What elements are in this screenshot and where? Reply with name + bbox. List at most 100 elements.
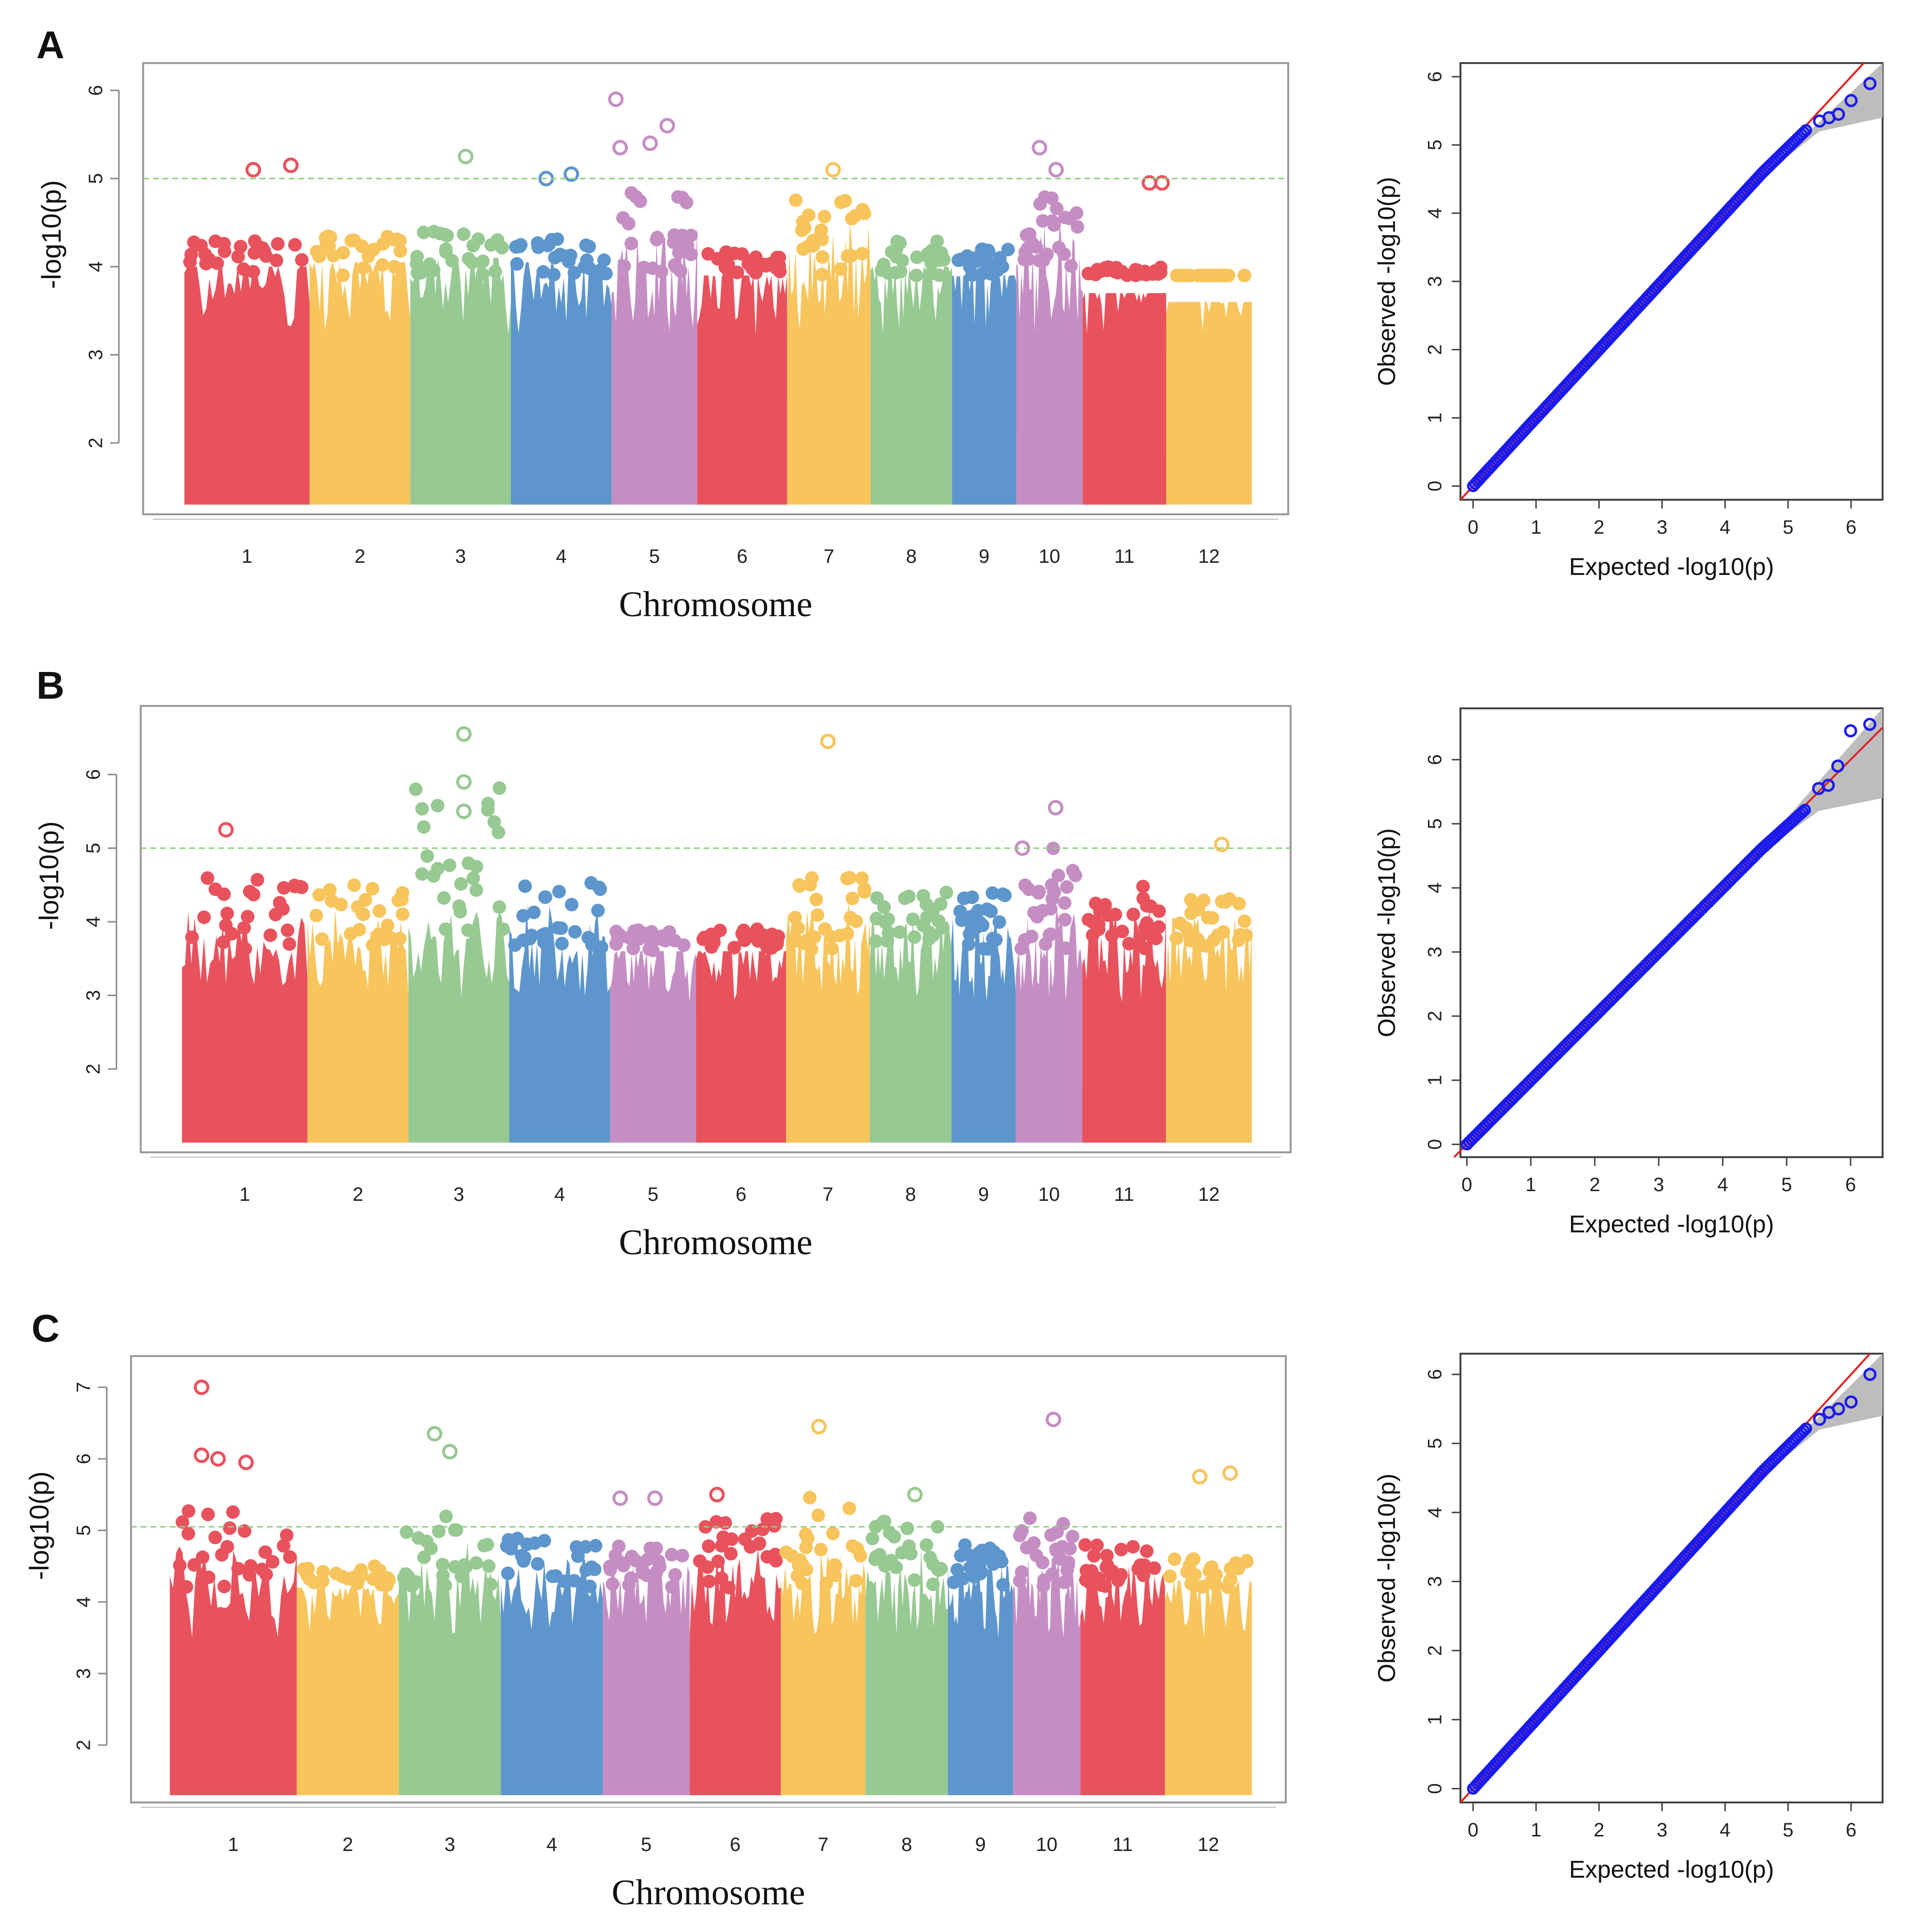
- snp-point: [954, 1549, 968, 1563]
- snp-point: [1021, 252, 1035, 266]
- qq-tail-point: [1813, 1412, 1826, 1426]
- qq-y-tick-label: 0: [1425, 1139, 1446, 1149]
- snp-point: [721, 258, 735, 272]
- chromosome-1-upper-points: [173, 1504, 297, 1594]
- snp-point: [420, 1535, 434, 1548]
- chromosome-12-points: [1166, 918, 1252, 1143]
- significant-snp-point: [238, 1455, 254, 1471]
- snp-point: [1192, 902, 1205, 917]
- qq-tail-point: [1863, 1368, 1877, 1381]
- snp-point: [833, 929, 847, 943]
- snp-point: [258, 1545, 272, 1559]
- chromosome-3-points: [408, 911, 509, 1143]
- qq-point: [1798, 126, 1810, 139]
- snp-point: [951, 1563, 964, 1577]
- snp-point: [432, 1524, 446, 1539]
- snp-point: [893, 236, 907, 250]
- significant-snp-point: [1048, 162, 1064, 178]
- snp-point: [399, 1567, 413, 1581]
- significant-snp-point: [647, 1490, 663, 1506]
- chromosome-7-points: [787, 222, 871, 505]
- chromosome-11-points: [1082, 904, 1166, 1143]
- qq-confidence-band: [1750, 1354, 1883, 1485]
- snp-point: [525, 929, 539, 942]
- snp-point: [923, 1551, 937, 1565]
- snp-point: [1237, 268, 1251, 282]
- snp-point: [567, 266, 581, 280]
- snp-point: [876, 1516, 890, 1530]
- chromosome-2-points: [307, 909, 409, 1143]
- snp-point: [437, 891, 451, 905]
- qq-point: [1796, 805, 1809, 818]
- snp-point: [768, 1547, 782, 1561]
- snp-point: [1208, 268, 1222, 282]
- snp-point: [901, 1522, 914, 1536]
- snp-point: [818, 210, 832, 224]
- snp-point: [238, 1524, 252, 1538]
- snp-point: [645, 262, 659, 275]
- snp-point: [834, 262, 848, 276]
- snp-point: [466, 871, 480, 885]
- chromosome-7-upper-points: [779, 1490, 868, 1590]
- snp-point: [939, 885, 953, 900]
- snp-point: [1169, 932, 1183, 946]
- snp-point: [1216, 925, 1230, 939]
- qq-x-tick-label: 0: [1461, 1174, 1472, 1195]
- snp-point: [1024, 238, 1038, 252]
- snp-point: [810, 908, 824, 922]
- significant-snp-point: [456, 803, 472, 819]
- snp-point: [173, 1558, 187, 1572]
- qq-y-tick-label: 6: [1425, 71, 1446, 82]
- snp-point: [201, 1507, 215, 1522]
- snp-point: [552, 884, 566, 899]
- snp-point: [273, 896, 287, 910]
- y-tick-label: 2: [85, 438, 107, 448]
- snp-point: [185, 930, 199, 944]
- snp-point: [1191, 932, 1205, 946]
- snp-point: [440, 229, 454, 243]
- snp-point: [1032, 884, 1046, 899]
- snp-point: [482, 1559, 496, 1573]
- y-tick-label: 5: [73, 1525, 95, 1536]
- snp-point: [1086, 915, 1100, 929]
- snp-point: [196, 1550, 210, 1564]
- snp-point: [636, 1566, 650, 1580]
- snp-point: [1066, 1529, 1080, 1543]
- snp-point: [283, 1550, 297, 1564]
- snp-point: [181, 1504, 196, 1518]
- qq-y-tick-label: 4: [1425, 208, 1446, 218]
- x-tick-label-chr-4: 4: [554, 1184, 565, 1205]
- snp-point: [1114, 1542, 1128, 1556]
- snp-point: [481, 803, 495, 817]
- snp-point: [1033, 197, 1047, 211]
- chromosome-3-points: [410, 258, 511, 505]
- snp-point: [336, 268, 350, 282]
- x-tick-label-chr-1: 1: [239, 1184, 250, 1205]
- snp-point: [902, 1539, 916, 1553]
- snp-point: [996, 887, 1010, 901]
- qq-x-tick-label: 2: [1594, 517, 1605, 538]
- snp-point: [840, 249, 854, 263]
- x-tick-label-chr-5: 5: [649, 546, 660, 567]
- snp-point: [265, 1555, 279, 1569]
- snp-point: [816, 250, 829, 264]
- significant-snp-point: [456, 726, 472, 742]
- y-axis-title: -log10(p): [36, 180, 66, 289]
- snp-point: [309, 909, 323, 922]
- significant-snp-point: [563, 166, 579, 182]
- snp-point: [843, 911, 857, 925]
- snp-point: [495, 241, 509, 255]
- snp-point: [985, 886, 1000, 900]
- chromosome-4-points: [509, 903, 610, 1143]
- snp-point: [528, 1536, 541, 1550]
- snp-point: [310, 245, 324, 259]
- qq-tail-point: [1844, 1395, 1858, 1409]
- snp-point: [722, 1581, 736, 1595]
- snp-point: [238, 942, 252, 956]
- chromosome-7-points: [781, 1553, 866, 1795]
- snp-point: [756, 928, 770, 942]
- snp-point: [336, 246, 350, 260]
- snp-point: [469, 1556, 483, 1570]
- snp-point: [649, 1541, 663, 1555]
- qq-tail-point: [1821, 779, 1835, 792]
